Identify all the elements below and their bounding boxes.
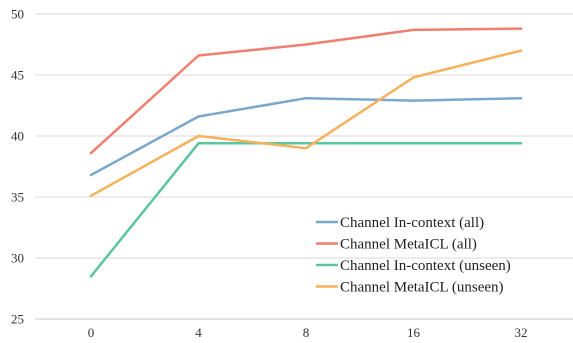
series-4-point-4 — [197, 134, 200, 138]
y-tick-label-50: 50 — [11, 7, 24, 22]
series-4-point-0 — [89, 194, 93, 197]
y-tick-label-30: 30 — [11, 251, 24, 266]
y-tick-label-40: 40 — [11, 129, 24, 144]
y-tick-label-25: 25 — [11, 312, 24, 327]
x-tick-label-4: 4 — [195, 325, 202, 340]
series-line-4 — [89, 49, 523, 198]
series-4-point-32 — [519, 49, 523, 52]
series-1-point-4 — [197, 115, 200, 118]
series-1-point-0 — [89, 173, 93, 177]
x-axis-ticks: 0 4 8 16 32 — [88, 325, 528, 340]
series-2-point-0 — [89, 151, 93, 155]
y-axis-ticks: 25 30 35 40 45 50 — [11, 7, 24, 327]
series-2-point-8 — [304, 43, 308, 46]
legend-label-3: Channel In-context (unseen) — [340, 258, 511, 274]
series-line-2 — [89, 27, 523, 155]
series-4-point-8 — [304, 147, 308, 150]
legend: Channel In-context (all) Channel MetaICL … — [316, 215, 511, 296]
x-tick-label-32: 32 — [515, 325, 528, 340]
series-2-point-16 — [412, 28, 415, 32]
y-tick-label-45: 45 — [11, 68, 24, 83]
legend-label-1: Channel In-context (all) — [340, 215, 484, 231]
grid — [35, 13, 573, 320]
series-3-point-4 — [197, 142, 200, 145]
series-lines — [89, 27, 523, 278]
series-3-point-8 — [304, 142, 308, 145]
series-1-point-16 — [412, 99, 415, 102]
series-3-point-32 — [519, 142, 523, 145]
x-tick-label-0: 0 — [88, 325, 95, 340]
series-1-point-32 — [519, 96, 523, 100]
series-2-point-4 — [197, 54, 200, 57]
x-tick-label-16: 16 — [407, 325, 421, 340]
legend-label-2: Channel MetaICL (all) — [340, 237, 477, 253]
x-tick-label-8: 8 — [303, 325, 310, 340]
series-line-1 — [89, 96, 523, 177]
series-1-point-8 — [304, 96, 308, 100]
y-tick-label-35: 35 — [11, 190, 24, 205]
series-line-3 — [89, 142, 523, 278]
legend-label-4: Channel MetaICL (unseen) — [340, 280, 504, 296]
series-2-point-32 — [519, 27, 523, 30]
series-4-point-16 — [412, 76, 415, 79]
series-3-point-0 — [89, 275, 93, 278]
series-3-point-16 — [412, 142, 415, 145]
